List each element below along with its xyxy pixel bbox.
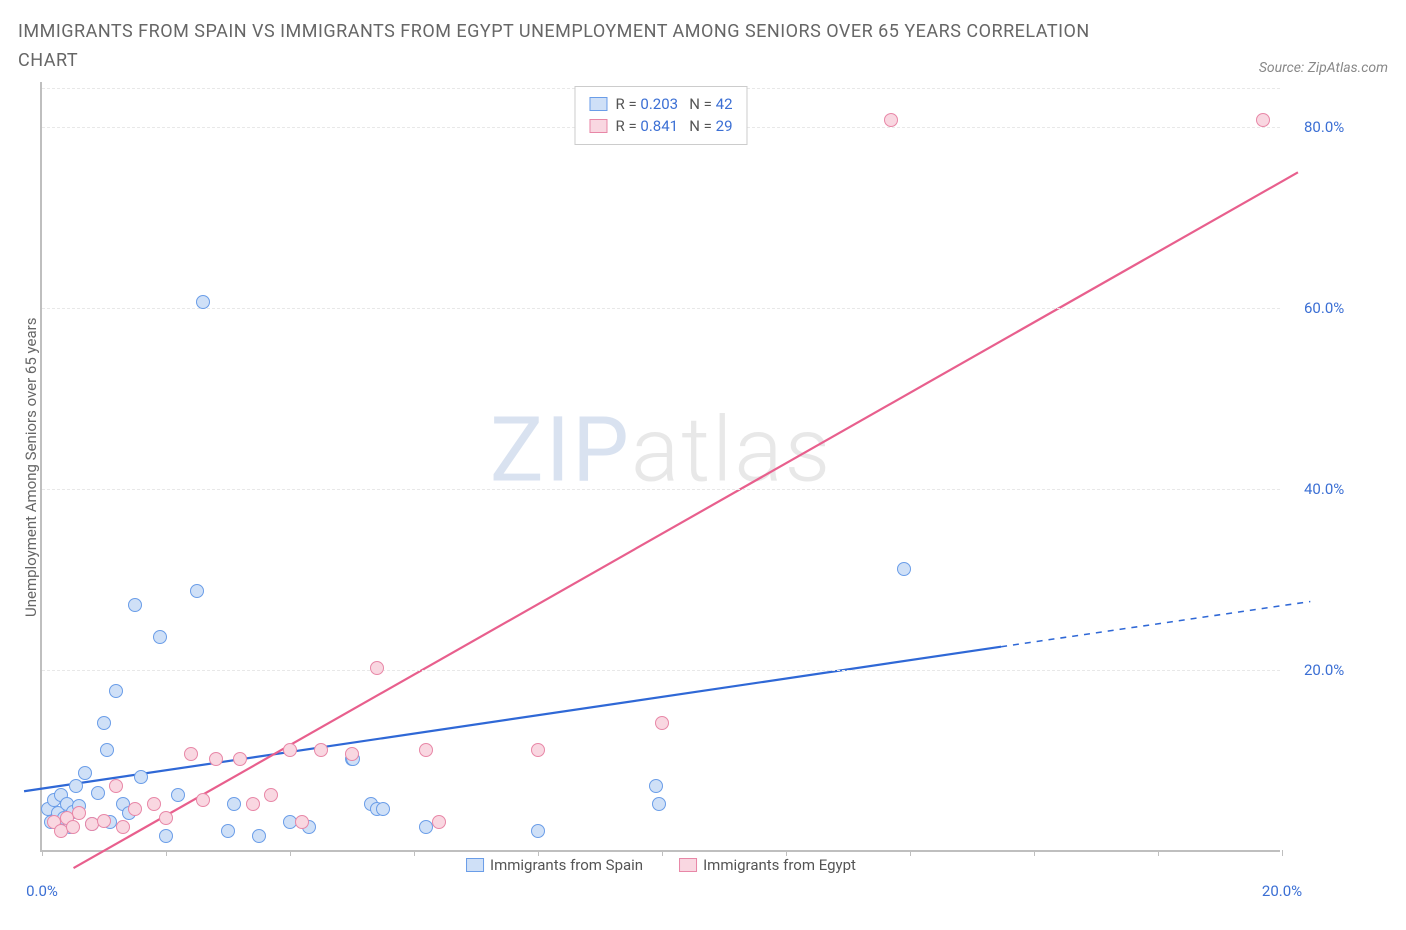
data-point <box>246 797 260 811</box>
data-point <box>72 806 86 820</box>
y-tick-label: 40.0% <box>1304 480 1344 498</box>
data-point <box>147 797 161 811</box>
data-point <box>1256 113 1270 127</box>
data-point <box>370 661 384 675</box>
correlation-chart: IMMIGRANTS FROM SPAIN VS IMMIGRANTS FROM… <box>18 18 1388 852</box>
data-point <box>66 820 80 834</box>
data-point <box>190 584 204 598</box>
data-point <box>252 829 266 843</box>
data-point <box>153 630 167 644</box>
data-point <box>419 743 433 757</box>
x-tick-mark <box>42 850 43 856</box>
data-point <box>264 788 278 802</box>
data-point <box>233 752 247 766</box>
legend-stats-row: R = 0.841 N = 29 <box>589 115 732 138</box>
data-point <box>159 829 173 843</box>
data-point <box>227 797 241 811</box>
data-point <box>184 747 198 761</box>
y-axis-label: Unemployment Among Seniors over 65 years <box>18 82 40 852</box>
data-point <box>295 815 309 829</box>
legend-swatch <box>589 97 607 111</box>
x-tick-mark <box>1158 850 1159 856</box>
data-point <box>159 811 173 825</box>
chart-source: Source: ZipAtlas.com <box>1259 60 1388 76</box>
data-point <box>128 598 142 612</box>
legend-stats-text: R = 0.841 N = 29 <box>615 115 732 138</box>
legend-swatch <box>589 119 607 133</box>
legend-series-item: Immigrants from Spain <box>466 856 643 874</box>
legend-stats: R = 0.203 N = 42R = 0.841 N = 29 <box>574 86 747 145</box>
data-point <box>97 716 111 730</box>
data-point <box>432 815 446 829</box>
data-point <box>196 295 210 309</box>
trend-lines <box>42 82 1280 850</box>
data-point <box>196 793 210 807</box>
plot-area: ZIPatlas 20.0%40.0%60.0%80.0%0.0%20.0%R … <box>40 82 1280 852</box>
data-point <box>116 820 130 834</box>
legend-series-label: Immigrants from Spain <box>490 856 643 874</box>
trend-line <box>74 172 1298 868</box>
data-point <box>345 747 359 761</box>
data-point <box>134 770 148 784</box>
trend-line-extrapolated <box>1001 601 1310 646</box>
data-point <box>209 752 223 766</box>
data-point <box>376 802 390 816</box>
trend-line <box>24 646 1001 791</box>
plot-row: Unemployment Among Seniors over 65 years… <box>18 82 1388 852</box>
x-tick-mark <box>910 850 911 856</box>
legend-series-item: Immigrants from Egypt <box>679 856 856 874</box>
chart-title: IMMIGRANTS FROM SPAIN VS IMMIGRANTS FROM… <box>18 18 1118 76</box>
legend-swatch <box>466 858 484 872</box>
data-point <box>531 824 545 838</box>
data-point <box>100 743 114 757</box>
x-tick-mark <box>414 850 415 856</box>
data-point <box>283 743 297 757</box>
x-tick-mark <box>290 850 291 856</box>
data-point <box>109 684 123 698</box>
data-point <box>78 766 92 780</box>
data-point <box>69 779 83 793</box>
data-point <box>655 716 669 730</box>
x-tick-label: 0.0% <box>26 882 58 900</box>
data-point <box>221 824 235 838</box>
data-point <box>897 562 911 576</box>
y-tick-label: 60.0% <box>1304 299 1344 317</box>
y-tick-label: 80.0% <box>1304 118 1344 136</box>
data-point <box>884 113 898 127</box>
legend-stats-text: R = 0.203 N = 42 <box>615 93 732 116</box>
data-point <box>91 786 105 800</box>
x-tick-mark <box>1034 850 1035 856</box>
x-tick-mark <box>1282 850 1283 856</box>
legend-swatch <box>679 858 697 872</box>
data-point <box>171 788 185 802</box>
data-point <box>97 814 111 828</box>
data-point <box>649 779 663 793</box>
gridline <box>42 308 1280 309</box>
data-point <box>531 743 545 757</box>
legend-stats-row: R = 0.203 N = 42 <box>589 93 732 116</box>
data-point <box>128 802 142 816</box>
chart-header: IMMIGRANTS FROM SPAIN VS IMMIGRANTS FROM… <box>18 18 1388 76</box>
data-point <box>314 743 328 757</box>
data-point <box>109 779 123 793</box>
legend-series-label: Immigrants from Egypt <box>703 856 856 874</box>
gridline <box>42 670 1280 671</box>
y-tick-label: 20.0% <box>1304 661 1344 679</box>
data-point <box>652 797 666 811</box>
gridline <box>42 489 1280 490</box>
x-tick-label: 20.0% <box>1262 882 1302 900</box>
legend-series: Immigrants from Spain Immigrants from Egy… <box>466 856 856 874</box>
x-tick-mark <box>166 850 167 856</box>
